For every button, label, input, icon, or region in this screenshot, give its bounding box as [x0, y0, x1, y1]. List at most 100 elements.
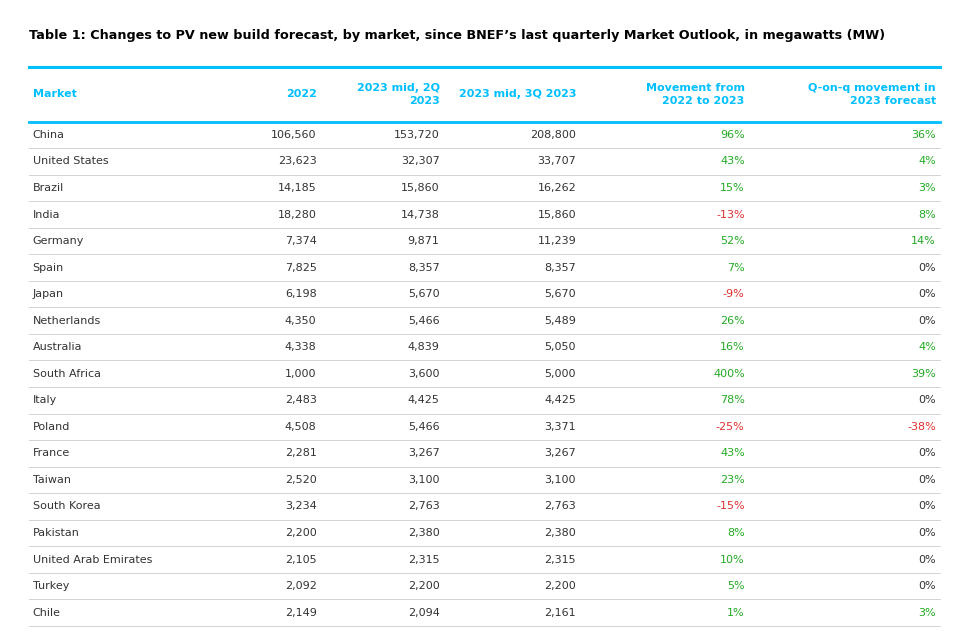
- Text: 2,380: 2,380: [545, 528, 577, 538]
- Text: 36%: 36%: [911, 130, 936, 140]
- Text: 0%: 0%: [919, 475, 936, 485]
- Text: Movement from
2022 to 2023: Movement from 2022 to 2023: [646, 83, 745, 106]
- Text: 6,198: 6,198: [284, 289, 316, 299]
- Text: 14,738: 14,738: [401, 209, 439, 220]
- Text: 2,092: 2,092: [284, 581, 316, 591]
- Text: -15%: -15%: [716, 502, 745, 511]
- Text: 2,380: 2,380: [407, 528, 439, 538]
- Text: 5,050: 5,050: [545, 342, 577, 352]
- Text: Germany: Germany: [33, 236, 84, 246]
- Text: 0%: 0%: [919, 289, 936, 299]
- Text: Turkey: Turkey: [33, 581, 69, 591]
- Text: 5,489: 5,489: [544, 316, 577, 326]
- Text: -25%: -25%: [716, 422, 745, 432]
- Text: 2,520: 2,520: [284, 475, 316, 485]
- Text: 32,307: 32,307: [401, 156, 439, 166]
- Text: 10%: 10%: [720, 555, 745, 564]
- Text: 153,720: 153,720: [394, 130, 439, 140]
- Text: 11,239: 11,239: [537, 236, 577, 246]
- Text: 5,466: 5,466: [407, 422, 439, 432]
- Text: 15,860: 15,860: [537, 209, 577, 220]
- Text: 5,000: 5,000: [545, 369, 577, 379]
- Text: 0%: 0%: [919, 396, 936, 405]
- Text: 0%: 0%: [919, 262, 936, 273]
- Text: 8%: 8%: [919, 209, 936, 220]
- Text: 2,200: 2,200: [284, 528, 316, 538]
- Text: 43%: 43%: [720, 449, 745, 458]
- Text: -9%: -9%: [723, 289, 745, 299]
- Text: 3,100: 3,100: [408, 475, 439, 485]
- Text: 8%: 8%: [727, 528, 745, 538]
- Text: India: India: [33, 209, 61, 220]
- Text: South Africa: South Africa: [33, 369, 101, 379]
- Text: 23,623: 23,623: [278, 156, 316, 166]
- Text: Pakistan: Pakistan: [33, 528, 80, 538]
- Text: 16%: 16%: [720, 342, 745, 352]
- Text: 208,800: 208,800: [530, 130, 577, 140]
- Text: 8,357: 8,357: [407, 262, 439, 273]
- Text: 7%: 7%: [727, 262, 745, 273]
- Text: 3,600: 3,600: [408, 369, 439, 379]
- Text: 3%: 3%: [919, 183, 936, 193]
- Text: 52%: 52%: [720, 236, 745, 246]
- Text: 78%: 78%: [720, 396, 745, 405]
- Text: 2,763: 2,763: [407, 502, 439, 511]
- Text: 3%: 3%: [919, 607, 936, 618]
- Text: Japan: Japan: [33, 289, 63, 299]
- Text: 33,707: 33,707: [537, 156, 577, 166]
- Text: Spain: Spain: [33, 262, 64, 273]
- Text: Q-on-q movement in
2023 forecast: Q-on-q movement in 2023 forecast: [808, 83, 936, 106]
- Text: 4%: 4%: [919, 342, 936, 352]
- Text: France: France: [33, 449, 70, 458]
- Text: 3,234: 3,234: [284, 502, 316, 511]
- Text: 400%: 400%: [713, 369, 745, 379]
- Text: Table 1: Changes to PV new build forecast, by market, since BNEF’s last quarterl: Table 1: Changes to PV new build forecas…: [29, 29, 885, 42]
- Text: Brazil: Brazil: [33, 183, 64, 193]
- Text: 14%: 14%: [911, 236, 936, 246]
- Text: South Korea: South Korea: [33, 502, 100, 511]
- Text: 15,860: 15,860: [401, 183, 439, 193]
- Text: 2,161: 2,161: [545, 607, 577, 618]
- Text: 18,280: 18,280: [278, 209, 316, 220]
- Text: 3,267: 3,267: [407, 449, 439, 458]
- Text: 23%: 23%: [720, 475, 745, 485]
- Text: 5,670: 5,670: [407, 289, 439, 299]
- Text: 2022: 2022: [285, 90, 316, 99]
- Text: United States: United States: [33, 156, 109, 166]
- Text: 7,374: 7,374: [284, 236, 316, 246]
- Text: Taiwan: Taiwan: [33, 475, 71, 485]
- Text: 15%: 15%: [720, 183, 745, 193]
- Text: 26%: 26%: [720, 316, 745, 326]
- Text: Market: Market: [33, 90, 77, 99]
- Text: 2,315: 2,315: [545, 555, 577, 564]
- Text: 4,839: 4,839: [407, 342, 439, 352]
- Text: 0%: 0%: [919, 581, 936, 591]
- Text: 5,466: 5,466: [407, 316, 439, 326]
- Text: 7,825: 7,825: [284, 262, 316, 273]
- Text: 2,483: 2,483: [284, 396, 316, 405]
- Text: 5%: 5%: [727, 581, 745, 591]
- Text: 0%: 0%: [919, 502, 936, 511]
- Text: 2,281: 2,281: [284, 449, 316, 458]
- Text: United Arab Emirates: United Arab Emirates: [33, 555, 152, 564]
- Text: 14,185: 14,185: [278, 183, 316, 193]
- Text: Netherlands: Netherlands: [33, 316, 101, 326]
- Text: 5,670: 5,670: [545, 289, 577, 299]
- Text: Australia: Australia: [33, 342, 83, 352]
- Text: 2023 mid, 3Q 2023: 2023 mid, 3Q 2023: [458, 90, 577, 99]
- Text: 2,200: 2,200: [545, 581, 577, 591]
- Text: 0%: 0%: [919, 555, 936, 564]
- Text: 0%: 0%: [919, 449, 936, 458]
- Text: 3,371: 3,371: [545, 422, 577, 432]
- Text: 39%: 39%: [911, 369, 936, 379]
- Text: 0%: 0%: [919, 528, 936, 538]
- Text: 1%: 1%: [727, 607, 745, 618]
- Text: 3,100: 3,100: [545, 475, 577, 485]
- Text: Italy: Italy: [33, 396, 57, 405]
- Text: 2,094: 2,094: [407, 607, 439, 618]
- Text: 0%: 0%: [919, 316, 936, 326]
- Text: 2,763: 2,763: [545, 502, 577, 511]
- Text: -13%: -13%: [716, 209, 745, 220]
- Text: 4,338: 4,338: [284, 342, 316, 352]
- Text: China: China: [33, 130, 64, 140]
